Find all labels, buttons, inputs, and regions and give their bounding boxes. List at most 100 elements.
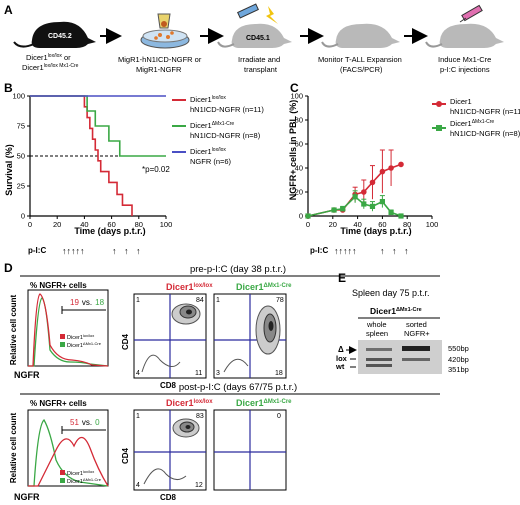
step2-line-2: MigR1-NGFR <box>136 65 182 74</box>
ngfr-chart: 0 20 40 60 80 100 0 20 40 60 80 100 <box>290 92 438 230</box>
c-y-tick-label: 40 <box>295 164 303 173</box>
recipient-mouse-icon: CD45.1 <box>217 3 292 48</box>
c-point <box>352 194 358 200</box>
b-legend: Dicer1lox/lox hN1ICD-NGFR (n=11) Dicer1Δ… <box>172 95 264 166</box>
hist-post-title: % NGFR+ cells <box>30 399 87 408</box>
facs-post-red: 1 83 4 12 <box>133 409 207 491</box>
c-point <box>361 201 367 207</box>
c-y-tick-label: 0 <box>299 212 303 221</box>
b-x-tick-label: 60 <box>107 220 115 229</box>
step5-line-2: p-I:C injections <box>440 65 490 74</box>
c-x-tick-label: 40 <box>353 220 361 229</box>
svg-text:↑: ↑ <box>112 246 117 256</box>
hist-pre: % NGFR+ cells 19 vs. 18 Dicer1lox/lox Dice… <box>9 281 109 380</box>
svg-text:hN1ICD-NGFR (n=11): hN1ICD-NGFR (n=11) <box>450 107 520 116</box>
step3-line-2: transplant <box>244 65 278 74</box>
step4-line-1: Monitor T-ALL Expansion <box>318 55 402 64</box>
c-x-tick-label: 100 <box>426 220 439 229</box>
svg-text:hN1ICD-NGFR (n=11): hN1ICD-NGFR (n=11) <box>190 105 264 114</box>
d-col-red-title-post: Dicer1lox/lox <box>166 398 213 408</box>
c-y-tick-label: 80 <box>295 116 303 125</box>
e-size-2: 420bp <box>448 355 469 364</box>
c-point <box>340 206 346 212</box>
hist-post: % NGFR+ cells 51 vs. 0 Dicer1lox/lox Dicer… <box>9 399 109 502</box>
svg-text:Dicer1ΔMx1-Cre: Dicer1ΔMx1-Cre <box>190 121 234 130</box>
c-x-tick-label: 0 <box>306 220 310 229</box>
b-xlabel: Time (days p.t.r.) <box>74 226 145 236</box>
svg-text:↑: ↑ <box>380 246 385 256</box>
d-col-red-title: Dicer1lox/lox <box>166 282 213 292</box>
c-point <box>379 199 385 205</box>
c-y-tick-label: 100 <box>290 92 303 101</box>
hist-post-legend: Dicer1lox/lox Dicer1ΔMx1-Cre <box>60 469 102 485</box>
c-point <box>398 161 404 168</box>
b-series-line-2 <box>30 95 166 157</box>
hist-post-xlabel: NGFR <box>14 492 40 502</box>
panel-c-letter: C <box>290 81 299 95</box>
svg-text:Dicer1ΔMx1-Cre: Dicer1ΔMx1-Cre <box>67 477 102 485</box>
donor-line-1: Dicer1lox/lox or <box>26 53 71 62</box>
svg-text:Dicer1ΔMx1-Cre: Dicer1ΔMx1-Cre <box>67 341 102 349</box>
c-point <box>305 213 311 219</box>
cd8-label-pre: CD8 <box>160 381 177 390</box>
b-x-tick-label: 100 <box>160 220 173 229</box>
c-series-line-2 <box>307 195 402 217</box>
cd8-label-post: CD8 <box>160 493 177 502</box>
svg-text:4: 4 <box>136 482 140 489</box>
donor-mouse-icon: CD45.2 <box>13 21 96 48</box>
facs-pre-red: 1 84 4 11 <box>133 293 207 379</box>
svg-text:↑↑↑↑↑: ↑↑↑↑↑ <box>334 246 357 256</box>
panel-a-letter: A <box>4 3 13 17</box>
b-y-tick-label: 0 <box>21 212 25 221</box>
c-ylabel: NGFR+ cells in PBL (%) <box>288 100 298 201</box>
e-lane2-label-1: sorted <box>406 320 427 329</box>
hist-pre-title: % NGFR+ cells <box>30 281 87 290</box>
c-x-tick-label: 20 <box>329 220 337 229</box>
e-lane1-label-1: whole <box>366 320 387 329</box>
svg-text:1: 1 <box>136 297 140 304</box>
svg-text:12: 12 <box>195 482 203 489</box>
svg-text:↑: ↑ <box>404 246 409 256</box>
facs-pre-green: 1 78 3 18 <box>213 293 287 379</box>
e-lane1-label-2: spleen <box>366 329 388 338</box>
facs-post-green: 0 <box>213 409 287 491</box>
svg-text:11: 11 <box>195 370 202 377</box>
panel-b: B 0 20 40 60 80 100 0 25 50 75 100 Survival (%) Ti… <box>4 81 264 256</box>
hist-pre-legend: Dicer1lox/lox Dicer1ΔMx1-Cre <box>60 333 102 349</box>
panel-b-letter: B <box>4 81 13 95</box>
c-x-tick-label: 80 <box>403 220 411 229</box>
c-point <box>369 179 376 186</box>
panel-e: E Spleen day 75 p.t.r. Dicer1ΔMx1-Cre wh… <box>335 271 469 374</box>
d-pre-title: pre-p-I:C (day 38 p.t.r.) <box>190 264 286 275</box>
donor-line-2: Dicer1lox/lox Mx1-Cre <box>22 63 79 72</box>
donor-mouse-label: CD45.2 <box>48 33 72 40</box>
monitored-mouse-icon <box>321 23 400 48</box>
svg-text:Dicer1lox/lox: Dicer1lox/lox <box>190 147 226 156</box>
e-size-3: 351bp <box>448 365 469 374</box>
b-pvalue: *p=0.02 <box>142 165 170 174</box>
svg-text:4: 4 <box>136 370 140 377</box>
b-x-tick-label: 0 <box>28 220 32 229</box>
e-lane2-label-2: NGFR+ <box>404 329 430 338</box>
panel-d: D pre-p-I:C (day 38 p.t.r.) post-p-I:C (… <box>4 261 440 502</box>
b-legend-item-3: Dicer1lox/lox NGFR (n=6) <box>172 147 232 166</box>
c-point <box>379 168 386 175</box>
svg-text:1: 1 <box>216 297 220 304</box>
b-ylabel: Survival (%) <box>4 144 14 196</box>
b-y-tick-label: 100 <box>12 92 25 101</box>
svg-text:Dicer1: Dicer1 <box>450 97 472 106</box>
injected-mouse-icon <box>425 4 504 48</box>
panel-c: C 0 20 40 60 80 100 0 20 40 60 80 100 NGFR+ cells i… <box>288 81 520 256</box>
svg-text:1: 1 <box>136 413 140 420</box>
gel-image <box>358 340 442 374</box>
step2-line-1: MigR1-hN1ICD-NGFR or <box>118 55 202 64</box>
svg-text:↑↑↑↑↑: ↑↑↑↑↑ <box>62 246 85 256</box>
panel-d-letter: D <box>4 261 13 275</box>
b-y-tick-label: 50 <box>17 152 25 161</box>
svg-text:Dicer1lox/lox: Dicer1lox/lox <box>67 469 94 477</box>
c-point <box>331 207 337 213</box>
svg-text:83: 83 <box>196 413 204 420</box>
hist-pre-xlabel: NGFR <box>14 370 40 380</box>
